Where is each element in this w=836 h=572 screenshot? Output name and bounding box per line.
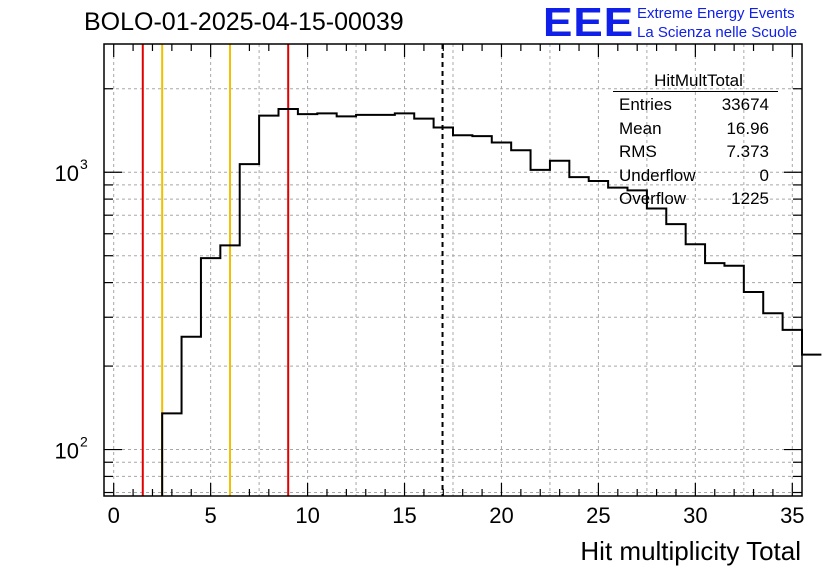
stats-value: 1225 [731,189,769,208]
x-tick-label: 5 [205,503,217,528]
logo-caption-line2: La Scienza nelle Scuole [637,24,798,41]
chart-title: BOLO-01-2025-04-15-00039 [84,8,404,36]
stats-label: Overflow [619,189,687,208]
x-tick-label: 0 [108,503,120,528]
y-tick-label: 10 [55,161,79,186]
stats-label: Entries [619,95,672,114]
x-tick-label: 15 [392,503,416,528]
stats-value: 33674 [721,95,769,114]
stats-value: 0 [759,165,769,185]
x-tick-label: 20 [489,503,513,528]
stats-row-underflow: Underflow 0 [613,164,778,188]
x-tick-label: 35 [780,503,804,528]
marker-lines [141,44,444,496]
stats-box: HitMultTotal Entries 33674 Mean 16.96 RM… [613,71,778,211]
y-tick-label-exponent: 2 [80,434,88,450]
plot-frame [103,43,803,497]
stats-value: 16.96 [726,118,769,138]
logo-caption: Extreme Energy Events La Scienza nelle S… [637,4,797,42]
stats-value: 7.373 [726,142,769,161]
eee-logo: EEE [543,0,635,46]
x-tick-label: 10 [295,503,319,528]
stats-title: HitMultTotal [613,71,778,92]
stats-row-mean: Mean 16.96 [613,117,778,141]
x-tick-label: 25 [586,503,610,528]
grid [104,44,802,496]
y-tick-label: 10 [55,439,79,464]
x-tick-label: 30 [683,503,707,528]
stats-row-rms: RMS 7.373 [613,140,778,164]
stats-row-overflow: Overflow 1225 [613,187,778,211]
logo-caption-line1: Extreme Energy Events [637,5,795,22]
x-axis-title: Hit multiplicity Total [580,536,801,566]
stats-label: RMS [619,142,657,161]
histogram-series [161,108,822,496]
y-tick-label-exponent: 3 [80,156,88,172]
stats-row-entries: Entries 33674 [613,93,778,117]
stats-label: Underflow [619,165,696,185]
stats-label: Mean [619,118,662,138]
